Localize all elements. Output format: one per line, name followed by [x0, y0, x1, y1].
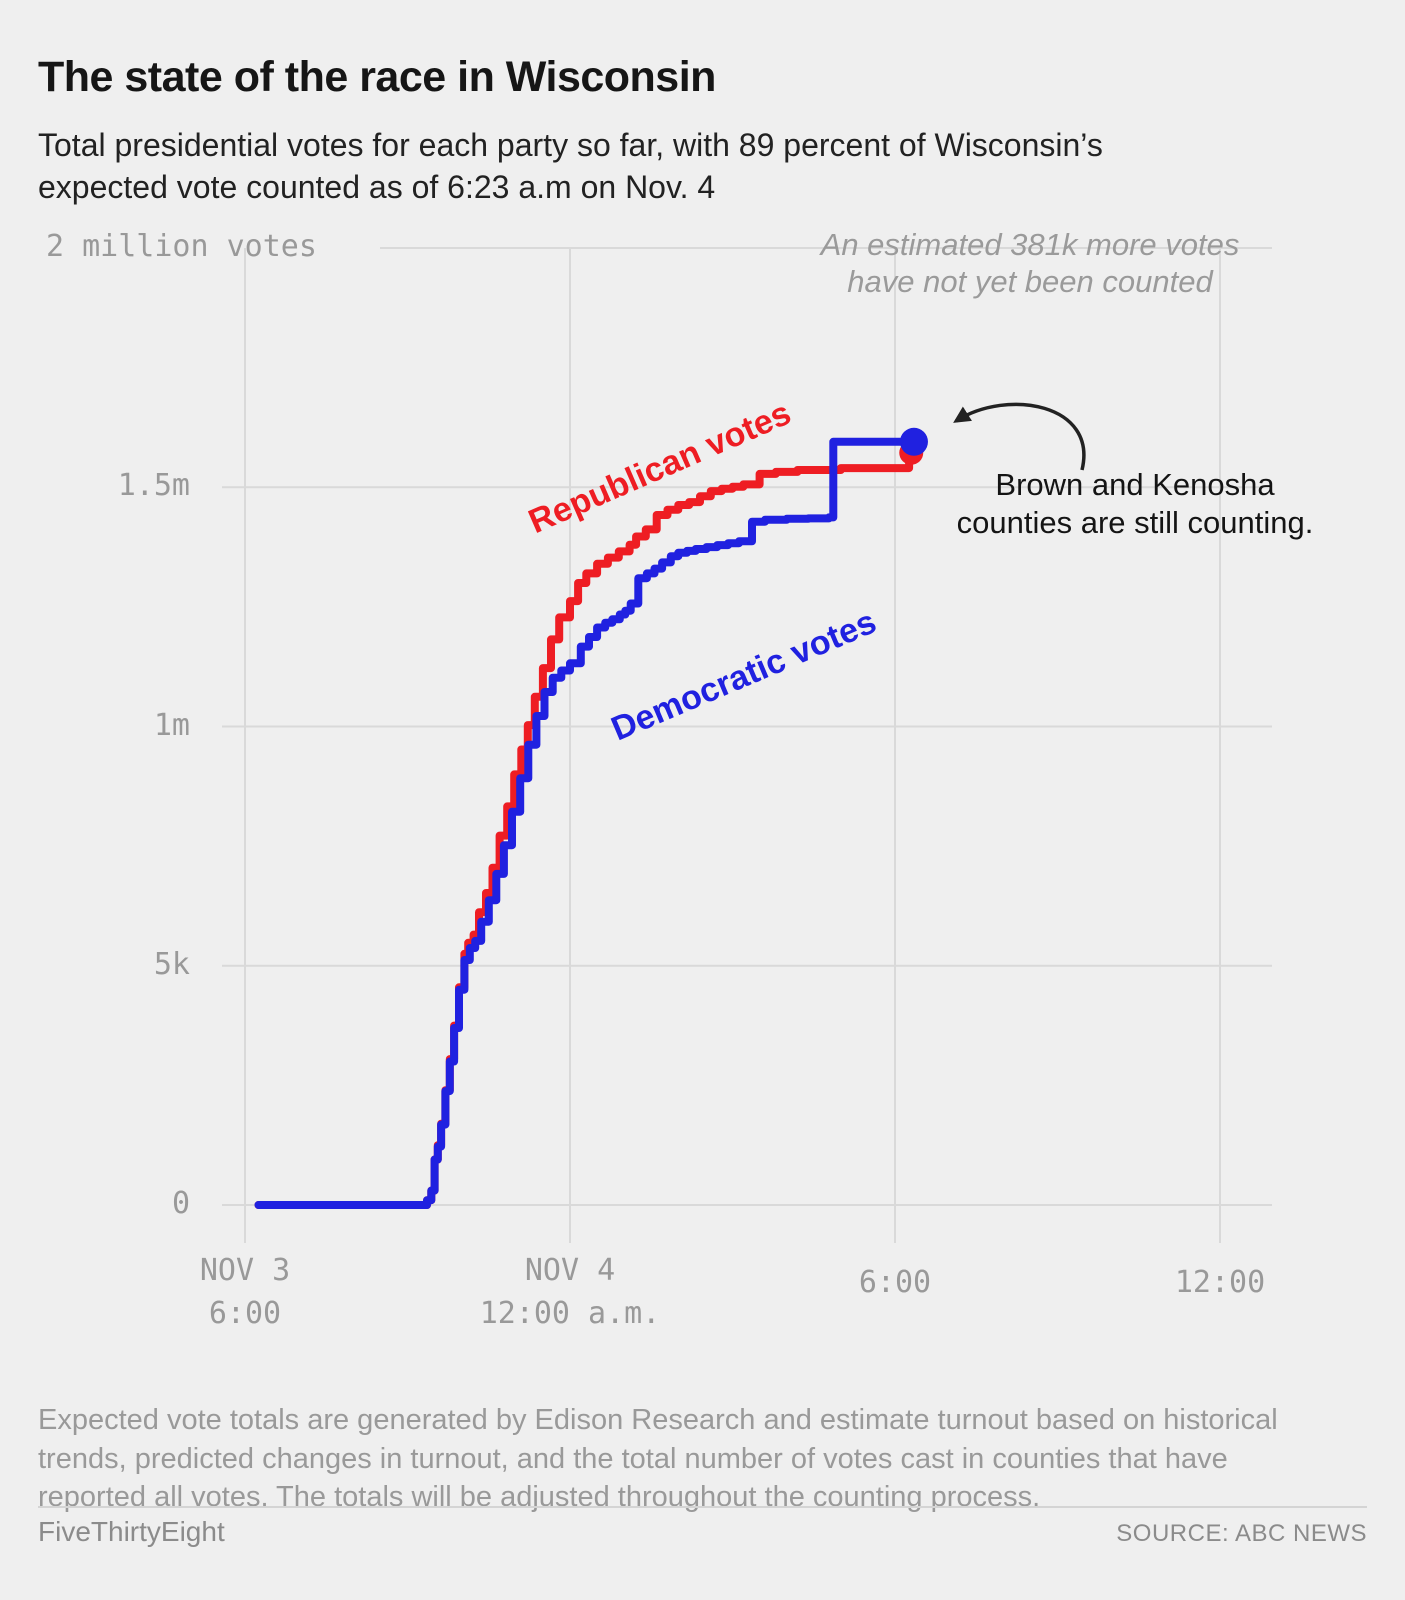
y-tick-0: 0	[171, 1186, 190, 1221]
footer-divider	[38, 1506, 1367, 1508]
x-tick-6am: 6:00	[859, 1268, 931, 1298]
estimate-annotation: An estimated 381k more votes have not ye…	[770, 226, 1290, 300]
source-label: SOURCE: ABC NEWS	[1116, 1520, 1367, 1547]
y-tick-2m: 2 million votes	[46, 229, 317, 264]
methodology-note: Expected vote totals are generated by Ed…	[38, 1404, 1278, 1514]
x-tick-noon-time: 12:00	[1174, 1265, 1266, 1300]
counting-annotation: Brown and Kenosha counties are still cou…	[915, 466, 1355, 542]
x-tick-noon: 12:00	[1175, 1268, 1265, 1298]
x-tick-nov3-time: 6:00	[208, 1296, 282, 1331]
y-tick-500k: 5k	[153, 946, 190, 982]
page-subtitle: Total presidential votes for each party …	[38, 127, 1103, 206]
x-tick-nov4: NOV 4 12:00 a.m.	[480, 1256, 661, 1329]
x-tick-6am-time: 6:00	[858, 1265, 932, 1300]
x-tick-nov4-time: 12:00 a.m.	[479, 1296, 661, 1331]
estimate-annotation-line1: An estimated 381k more votes	[820, 227, 1240, 262]
x-tick-nov3-date: NOV 3	[199, 1253, 291, 1288]
y-tick-1-5m: 1.5m	[117, 468, 190, 504]
page-title: The state of the race in Wisconsin	[38, 52, 716, 101]
x-tick-nov3: NOV 3 6:00	[200, 1256, 290, 1329]
brand-label: FiveThirtyEight	[38, 1516, 225, 1547]
x-tick-nov4-date: NOV 4	[524, 1253, 616, 1288]
estimate-annotation-line2: have not yet been counted	[847, 264, 1213, 300]
annotation-arrow-icon	[953, 402, 1086, 471]
counting-annotation-line2: counties are still counting.	[956, 504, 1314, 540]
counting-annotation-line1: Brown and Kenosha	[995, 467, 1275, 502]
y-tick-1m: 1m	[153, 707, 190, 743]
